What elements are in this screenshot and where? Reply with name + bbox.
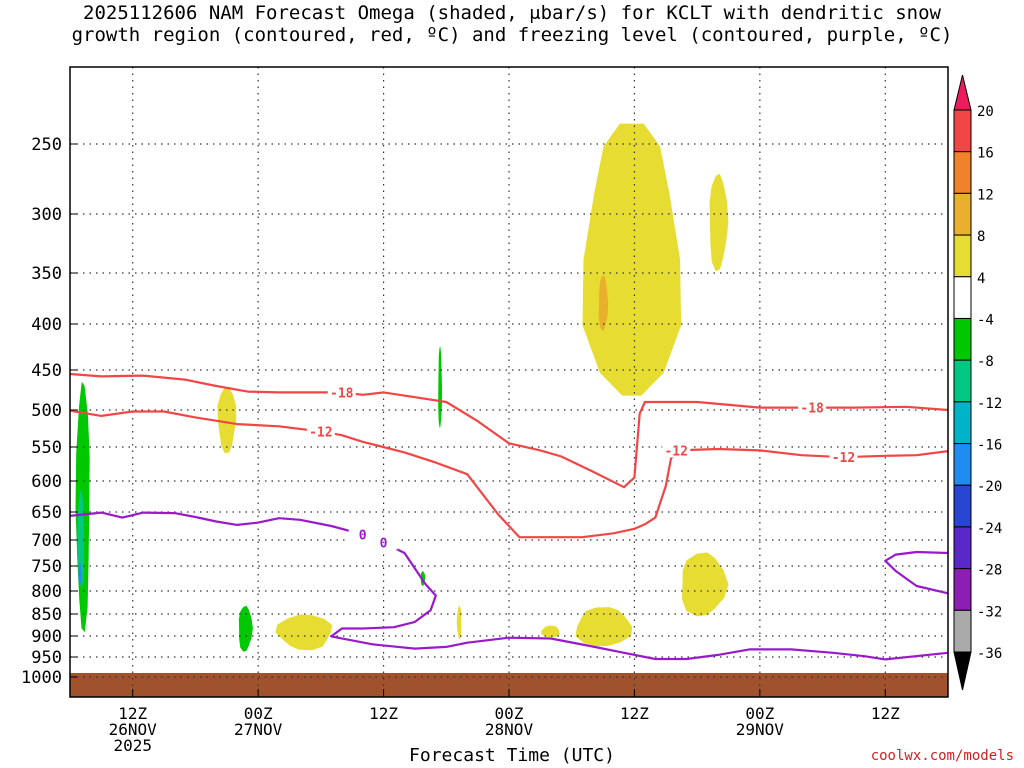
colorbar-bottom-arrow [953,651,972,691]
colorbar-label-2: 12 [977,187,994,203]
colorbar-box-6 [953,359,972,403]
title-line-2: growth region (contoured, red, ºC) and f… [71,24,953,46]
contour-line-2 [69,511,949,661]
contour-label-bg-1-0 [306,423,335,439]
x-tick-label-4: 12Z [620,704,649,723]
colorbar-box-3 [953,234,972,278]
colorbar-box-11 [953,568,972,611]
y-tick-label-850: 850 [31,605,62,625]
y-tick-label-950: 950 [31,648,62,668]
colorbar-box-1 [953,151,972,194]
contour-label-bg-1-1 [662,442,691,458]
colorbar-box-5 [953,317,972,361]
x-tick-date-5: 29NOV [736,720,785,739]
contour-lines: -18 -18 -12 -12 -12 00 [69,372,949,661]
omega-region-6 [78,562,82,585]
colorbar-label-10: -24 [977,521,1002,537]
colorbar-box-8 [953,443,972,486]
contour-label-1-2: -12 [832,451,855,466]
x-axis-title: Forecast Time (UTC) [409,745,615,766]
site-credit: coolwx.com/models [870,748,1014,764]
colorbar-label-5: -4 [977,312,994,328]
colorbar-box-9 [953,484,972,528]
contour-label-2-1: 0 [380,537,388,552]
omega-region-11 [456,605,462,640]
contour-label-0-1: -18 [800,402,824,417]
contour-line-1 [69,409,949,539]
colorbar-label-13: -36 [977,646,1002,662]
y-tick-label-800: 800 [31,582,62,602]
colorbar-label-9: -20 [977,479,1002,495]
omega-region-10 [275,614,333,651]
x-tick-label-3: 00Z [495,704,524,723]
y-tick-label-600: 600 [31,472,62,492]
omega-shading [75,123,729,652]
y-tick-label-350: 350 [31,264,62,284]
colorbar-box-10 [953,526,972,570]
colorbar: 20 16 12 8 4 -4 -8 -12 -16 -20 -24 -28 -32 -36 [953,74,1002,691]
omega-region-1 [598,275,609,331]
omega-region-8 [238,605,253,652]
contour-line-3 [884,550,949,595]
x-tick-label-6: 12Z [871,704,900,723]
colorbar-top-arrow [953,74,972,111]
y-tick-label-700: 700 [31,531,62,551]
colorbar-label-12: -32 [977,604,1002,620]
y-tick-label-550: 550 [31,438,62,458]
x-tick-label-1: 00Z [244,704,273,723]
colorbar-label-8: -16 [977,438,1002,454]
y-tick-label-300: 300 [31,205,62,225]
colorbar-box-0 [953,109,972,153]
omega-region-13 [575,607,633,647]
omega-region-2 [709,173,729,272]
colorbar-label-0: 20 [977,104,994,120]
colorbar-label-4: 4 [977,271,985,287]
x-tick-label-0: 12Z [118,704,147,723]
contour-label-bg-1-2 [829,449,858,465]
y-tick-label-750: 750 [31,557,62,577]
contour-label-2-0: 0 [359,528,367,543]
x-tick-date-3: 28NOV [485,720,534,739]
y-tick-label-250: 250 [31,135,62,155]
x-tick-date-1: 27NOV [234,720,283,739]
colorbar-box-2 [953,192,972,236]
colorbar-box-7 [953,401,972,445]
contour-label-1-0: -12 [309,425,332,440]
x-tick-date-0: 26NOV [109,720,158,739]
colorbar-box-12 [953,609,972,653]
contour-line-0 [69,372,949,489]
x-tick-year-0: 2025 [113,736,152,755]
omega-region-14 [681,552,729,617]
omega-region-0 [582,123,682,396]
y-tick-label-1000: 1000 [21,668,62,688]
axes: 2503003504004505005506006507007508008509… [21,66,949,755]
y-tick-label-500: 500 [31,401,62,421]
y-tick-label-650: 650 [31,503,62,523]
plot-frame [69,66,949,698]
colorbar-label-7: -12 [977,396,1002,412]
colorbar-label-1: 16 [977,146,994,162]
contour-label-bg-0-1 [798,399,827,415]
colorbar-label-3: 8 [977,229,985,245]
contour-label-bg-2-1 [369,534,398,550]
contour-label-bg-0-0 [327,384,356,400]
colorbar-box-4 [953,276,972,319]
grid-lines [70,67,948,697]
omega-region-3 [217,386,237,453]
omega-region-7 [438,346,442,428]
x-tick-label-5: 00Z [745,704,774,723]
title-line-1: 2025112606 NAM Forecast Omega (shaded, μ… [83,2,941,24]
y-tick-label-400: 400 [31,315,62,335]
chart-title: 2025112606 NAM Forecast Omega (shaded, μ… [0,2,1024,46]
contour-label-1-1: -12 [664,444,687,459]
colorbar-label-11: -28 [977,563,1002,579]
omega-region-12 [540,625,560,638]
y-tick-label-450: 450 [31,361,62,381]
colorbar-label-6: -8 [977,354,994,370]
contour-label-0-0: -18 [330,386,354,401]
x-tick-label-2: 12Z [369,704,398,723]
y-tick-label-900: 900 [31,627,62,647]
